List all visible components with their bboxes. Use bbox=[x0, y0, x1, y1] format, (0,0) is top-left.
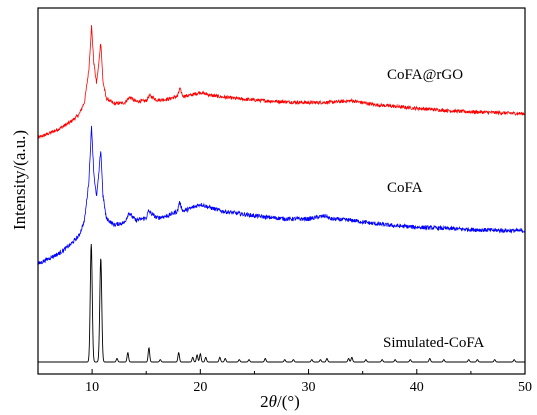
x-axis: 10 20 30 40 50 bbox=[85, 369, 532, 395]
x-axis-title: 2θ/(°) bbox=[260, 392, 300, 411]
x-tick-label: 30 bbox=[302, 380, 316, 395]
series-label-cofa-rgo: CoFA@rGO bbox=[387, 67, 463, 83]
x-axis-title-prefix: 2 bbox=[260, 392, 269, 411]
y-axis-title: Intensity/(a.u.) bbox=[10, 130, 29, 230]
series-label-cofa: CoFA bbox=[387, 180, 423, 196]
series-line-cofa bbox=[37, 125, 526, 265]
x-tick-label: 40 bbox=[410, 380, 424, 395]
plot-frame bbox=[37, 7, 526, 375]
series-line-cofa-rgo bbox=[37, 25, 526, 141]
x-axis-title-unit: /(°) bbox=[277, 392, 300, 411]
x-tick-label: 20 bbox=[193, 380, 207, 395]
x-tick-label: 10 bbox=[85, 380, 99, 395]
series-line-simulated bbox=[38, 243, 525, 363]
series-layer bbox=[37, 25, 526, 363]
series-label-simulated: Simulated-CoFA bbox=[383, 335, 485, 351]
x-axis-title-variable: θ bbox=[269, 392, 277, 411]
x-tick-label: 50 bbox=[518, 380, 532, 395]
